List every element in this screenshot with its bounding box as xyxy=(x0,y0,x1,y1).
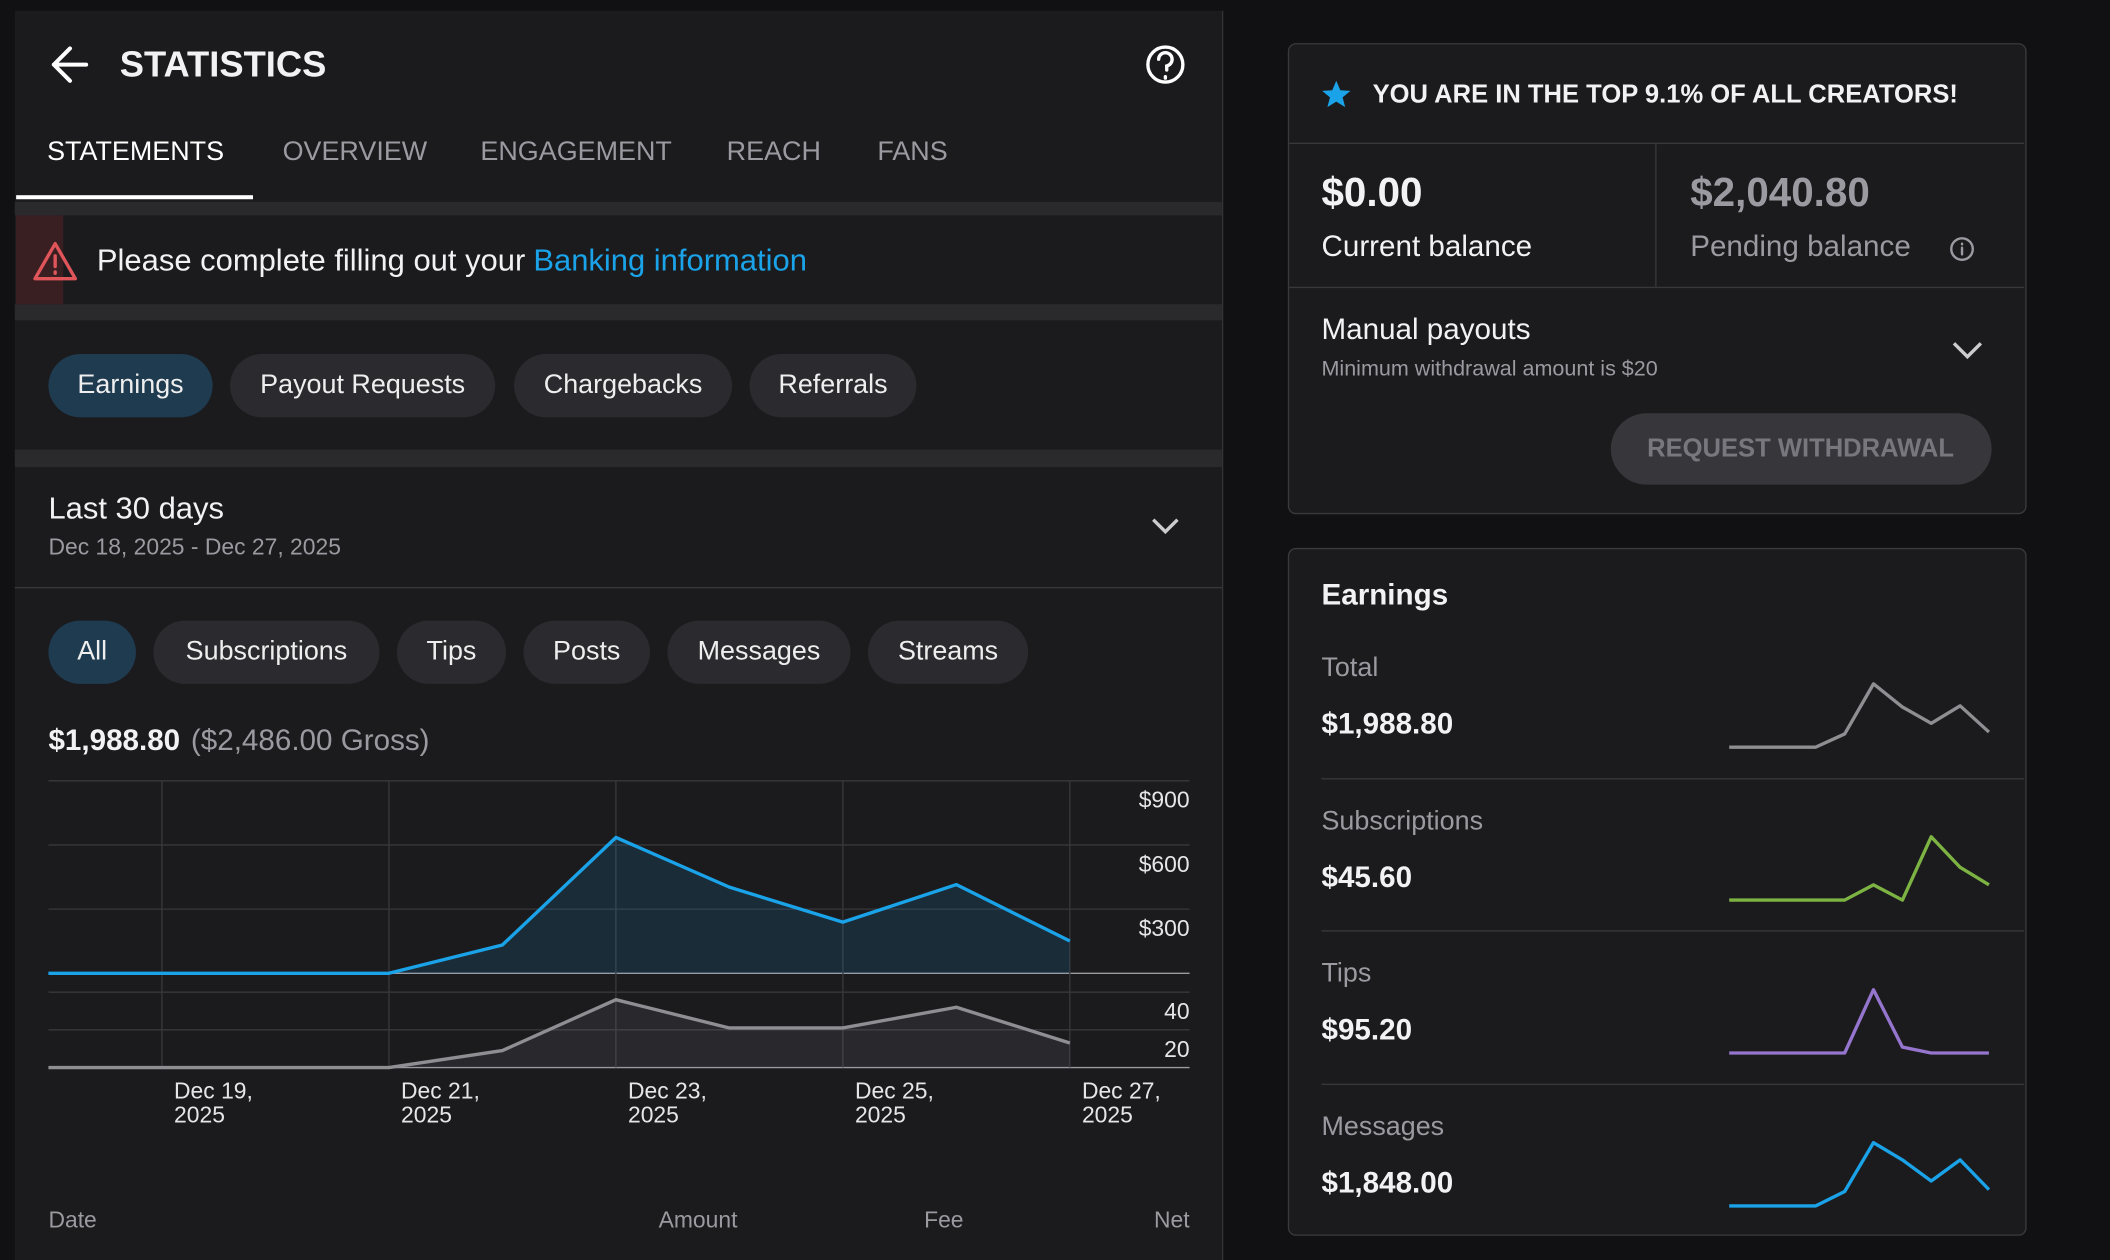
tab[interactable]: FANS xyxy=(877,137,948,167)
current-balance-label: Current balance xyxy=(1321,228,1533,263)
statement-tab[interactable]: Chargebacks xyxy=(514,354,733,418)
y-tick-label: $900 xyxy=(1139,787,1190,813)
series-line xyxy=(48,998,1071,1070)
statement-tab[interactable]: Referrals xyxy=(749,354,917,418)
sparkline xyxy=(1729,835,1990,902)
back-arrow[interactable] xyxy=(51,46,89,83)
withdraw-button[interactable]: REQUEST WITHDRAWAL xyxy=(1647,434,1954,464)
tab[interactable]: ENGAGEMENT xyxy=(480,137,672,167)
earnings-card xyxy=(1287,547,2027,1236)
payout-note: Minimum withdrawal amount is $20 xyxy=(1321,358,1658,381)
earnings-title: Earnings xyxy=(1321,577,1449,612)
filter[interactable]: All xyxy=(48,620,136,684)
withdraw-button-bg[interactable] xyxy=(1610,413,1992,485)
earnings-row-amount: $1,988.80 xyxy=(1321,706,1454,741)
tab[interactable]: STATEMENTS xyxy=(47,137,225,167)
payout-title: Manual payouts xyxy=(1321,312,1531,346)
y-tick-label: $300 xyxy=(1139,915,1190,941)
net-amount: $1,988.80 xyxy=(48,722,181,757)
divider xyxy=(1321,777,2024,779)
earnings-row-amount: $45.60 xyxy=(1321,859,1413,894)
warning-icon xyxy=(33,241,78,281)
separator xyxy=(14,201,1222,216)
info-icon[interactable] xyxy=(1950,237,1975,262)
divider xyxy=(1321,930,2024,932)
filter[interactable]: Posts xyxy=(523,620,650,684)
separator xyxy=(14,304,1222,321)
earnings-row-label: Subscriptions xyxy=(1321,805,1484,836)
filter[interactable]: Subscriptions xyxy=(153,620,380,684)
x-tick-label: Dec 27, 2025 xyxy=(1081,1078,1161,1129)
column-header: Fee xyxy=(924,1207,964,1234)
gross-amount: ($2,486.00 Gross) xyxy=(190,722,430,757)
current-balance: $0.00 xyxy=(1321,170,1423,216)
x-tick-label: Dec 23, 2025 xyxy=(627,1078,707,1129)
help-mark xyxy=(1156,50,1174,80)
sparkline xyxy=(1729,1140,1991,1208)
y-tick-label: 20 xyxy=(1164,1036,1189,1062)
y-tick-label: 40 xyxy=(1164,998,1189,1024)
x-tick-label: Dec 19, 2025 xyxy=(174,1078,253,1129)
divider xyxy=(1321,1083,2024,1085)
earnings-row-label: Tips xyxy=(1321,958,1372,989)
banner-text: Please complete filling out your Banking … xyxy=(96,242,807,278)
x-tick-label: Dec 21, 2025 xyxy=(401,1078,480,1129)
earnings-row-amount: $1,848.00 xyxy=(1321,1165,1454,1200)
divider xyxy=(1289,286,2024,289)
divider xyxy=(14,586,1222,589)
payout-chevron[interactable] xyxy=(1952,342,1983,360)
rank-text: YOU ARE IN THE TOP 9.1% OF ALL CREATORS! xyxy=(1372,80,1958,110)
filter[interactable]: Tips xyxy=(396,620,506,684)
net-total: $1,988.80 ($2,486.00 Gross) xyxy=(48,722,430,757)
star-icon xyxy=(1322,80,1351,108)
pending-balance-label: Pending balance xyxy=(1690,228,1911,263)
tab-indicator xyxy=(16,195,253,200)
column-header: Net xyxy=(1153,1207,1190,1234)
column-header: Date xyxy=(48,1207,97,1234)
tab[interactable]: REACH xyxy=(726,137,821,167)
period-title: Last 30 days xyxy=(48,490,224,526)
divider xyxy=(1655,144,1657,287)
statement-tab[interactable]: Earnings xyxy=(48,354,213,418)
series-area xyxy=(48,837,1070,974)
earnings-row-label: Total xyxy=(1321,652,1379,683)
banner-link[interactable]: Banking information xyxy=(533,242,807,278)
column-header: Amount xyxy=(658,1207,738,1234)
series-area xyxy=(48,999,1070,1068)
separator xyxy=(14,449,1222,468)
x-tick-label: Dec 25, 2025 xyxy=(854,1078,934,1129)
period-chevron[interactable] xyxy=(1152,518,1179,535)
banner-message: Please complete filling out your xyxy=(96,242,526,278)
tab[interactable]: OVERVIEW xyxy=(282,137,428,167)
earnings-row-label: Messages xyxy=(1321,1111,1445,1142)
y-tick-label: $600 xyxy=(1139,851,1190,877)
sparkline xyxy=(1729,682,1991,749)
statement-tab[interactable]: Payout Requests xyxy=(230,354,496,418)
period-range: Dec 18, 2025 - Dec 27, 2025 xyxy=(48,534,341,561)
page-title: STATISTICS xyxy=(119,44,327,85)
series-line xyxy=(48,835,1071,975)
pending-balance: $2,040.80 xyxy=(1690,170,1870,216)
filter[interactable]: Streams xyxy=(867,620,1029,684)
help-icon[interactable] xyxy=(1146,45,1185,84)
filter[interactable]: Messages xyxy=(667,620,851,684)
divider xyxy=(1289,142,2024,145)
earnings-row-amount: $95.20 xyxy=(1321,1012,1413,1047)
sparkline xyxy=(1729,988,1989,1055)
